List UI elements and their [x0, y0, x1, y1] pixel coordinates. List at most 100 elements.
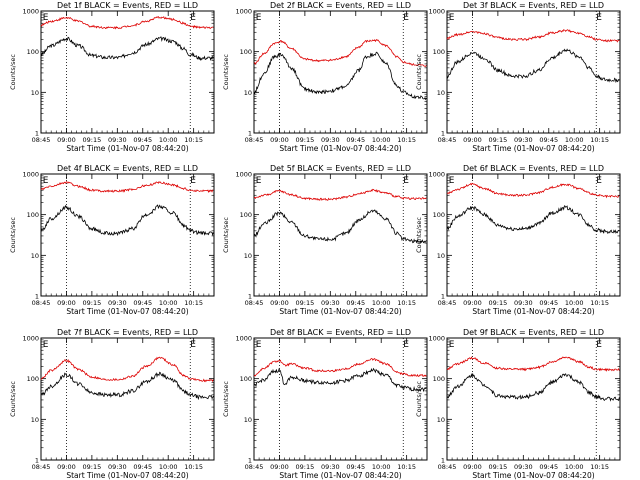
x-tick-label: 10:15 — [184, 463, 203, 471]
y-tick-label: 100 — [433, 48, 445, 56]
x-tick-label: 10:00 — [372, 136, 391, 144]
series-line-events — [253, 51, 427, 101]
panel-title: Det 4f BLACK = Events, RED = LLD — [57, 164, 198, 173]
panel-det-9: Det 9f BLACK = Events, RED = LLD E E 1 10 100… — [415, 328, 621, 480]
x-tick-label: 09:00 — [463, 299, 482, 307]
y-tick-label: 10 — [437, 252, 445, 260]
y-tick-label: 1 — [35, 293, 39, 301]
series-line-lld — [40, 16, 214, 30]
event-marker-label: E — [43, 340, 49, 350]
x-tick-label: 10:15 — [590, 299, 609, 307]
series-line-events — [446, 205, 620, 235]
series-line-lld — [253, 358, 427, 378]
series-line-events — [40, 204, 214, 237]
event-marker-label: E — [43, 13, 49, 23]
series-line-events — [446, 48, 620, 84]
x-tick-label: 09:15 — [83, 463, 102, 471]
x-tick-label: 09:45 — [133, 136, 152, 144]
x-tick-label: 10:15 — [184, 136, 203, 144]
event-marker-label: E — [43, 176, 49, 186]
y-axis-label: Counts/sec — [222, 217, 230, 253]
y-tick-label: 10 — [244, 252, 252, 260]
x-tick-label: 10:00 — [565, 463, 584, 471]
panel-det-5: Det 5f BLACK = Events, RED = LLD E E 1 10 100… — [222, 164, 428, 316]
y-tick-label: 1000 — [428, 171, 445, 179]
panel-title: Det 9f BLACK = Events, RED = LLD — [463, 328, 604, 337]
x-tick-label: 08:45 — [438, 136, 457, 144]
x-tick-label: 10:00 — [159, 463, 178, 471]
x-tick-label: 10:15 — [590, 463, 609, 471]
x-axis-label: Start Time (01-Nov-07 08:44:20) — [279, 144, 401, 153]
panel-det-3: Det 3f BLACK = Events, RED = LLD E E 1 10 100… — [415, 1, 621, 153]
y-tick-label: 100 — [433, 211, 445, 219]
x-tick-label: 10:15 — [590, 136, 609, 144]
series-line-events — [40, 371, 214, 401]
panel-det-8: Det 8f BLACK = Events, RED = LLD E E 1 10 100… — [222, 328, 428, 480]
y-tick-label: 10 — [31, 252, 39, 260]
y-axis-label: Counts/sec — [415, 54, 423, 90]
x-axis-label: Start Time (01-Nov-07 08:44:20) — [472, 144, 594, 153]
x-tick-label: 09:45 — [346, 299, 365, 307]
x-tick-label: 10:00 — [159, 299, 178, 307]
event-marker-label: E — [403, 176, 409, 186]
x-tick-label: 09:15 — [296, 299, 315, 307]
panel-det-7: Det 7f BLACK = Events, RED = LLD E E 1 10 100… — [9, 328, 215, 480]
y-tick-label: 1 — [441, 130, 445, 138]
event-marker-label: E — [256, 340, 262, 350]
x-tick-label: 08:45 — [32, 463, 51, 471]
series-line-events — [40, 36, 214, 62]
x-tick-label: 09:45 — [539, 463, 558, 471]
x-tick-label: 09:00 — [270, 463, 289, 471]
x-tick-label: 08:45 — [245, 136, 264, 144]
y-tick-label: 10 — [437, 89, 445, 97]
y-tick-label: 100 — [240, 211, 252, 219]
event-marker-label: E — [403, 340, 409, 350]
y-tick-label: 1 — [441, 293, 445, 301]
x-tick-label: 09:00 — [57, 136, 76, 144]
y-tick-label: 1 — [248, 293, 252, 301]
x-tick-label: 09:45 — [346, 463, 365, 471]
event-marker-label: E — [190, 176, 196, 186]
event-marker-label: E — [449, 340, 455, 350]
event-marker-label: E — [596, 13, 602, 23]
x-tick-label: 10:15 — [397, 299, 416, 307]
x-tick-label: 08:45 — [438, 463, 457, 471]
x-tick-label: 09:45 — [133, 463, 152, 471]
plot-frame — [446, 173, 621, 297]
x-tick-label: 08:45 — [245, 463, 264, 471]
x-tick-label: 09:15 — [489, 299, 508, 307]
x-tick-label: 09:00 — [270, 299, 289, 307]
series-line-lld — [40, 180, 214, 194]
series-line-lld — [446, 182, 620, 199]
x-tick-label: 10:00 — [565, 299, 584, 307]
y-tick-label: 1 — [35, 457, 39, 465]
event-marker-label: E — [449, 176, 455, 186]
x-tick-label: 09:30 — [108, 299, 127, 307]
plot-frame — [446, 337, 621, 461]
x-tick-label: 09:45 — [539, 299, 558, 307]
x-axis-label: Start Time (01-Nov-07 08:44:20) — [66, 307, 188, 316]
panel-title: Det 1f BLACK = Events, RED = LLD — [57, 1, 198, 10]
y-tick-label: 100 — [27, 375, 39, 383]
y-tick-label: 1 — [441, 457, 445, 465]
x-tick-label: 09:00 — [57, 299, 76, 307]
y-tick-label: 10 — [437, 416, 445, 424]
panel-det-2: Det 2f BLACK = Events, RED = LLD E E 1 10 100… — [222, 1, 428, 153]
plot-frame — [253, 173, 428, 297]
y-tick-label: 10 — [31, 89, 39, 97]
x-tick-label: 08:45 — [438, 299, 457, 307]
event-marker-label: E — [403, 13, 409, 23]
x-tick-label: 09:45 — [539, 136, 558, 144]
x-axis-label: Start Time (01-Nov-07 08:44:20) — [472, 471, 594, 480]
x-axis-label: Start Time (01-Nov-07 08:44:20) — [279, 307, 401, 316]
x-tick-label: 09:00 — [463, 463, 482, 471]
x-tick-label: 09:30 — [514, 299, 533, 307]
series-line-events — [253, 367, 427, 393]
y-tick-label: 1000 — [22, 8, 39, 16]
series-line-events — [446, 372, 620, 402]
x-tick-label: 08:45 — [32, 136, 51, 144]
y-axis-label: Counts/sec — [9, 381, 17, 417]
x-tick-label: 10:15 — [184, 299, 203, 307]
series-line-lld — [253, 38, 427, 67]
series-line-lld — [253, 188, 427, 201]
